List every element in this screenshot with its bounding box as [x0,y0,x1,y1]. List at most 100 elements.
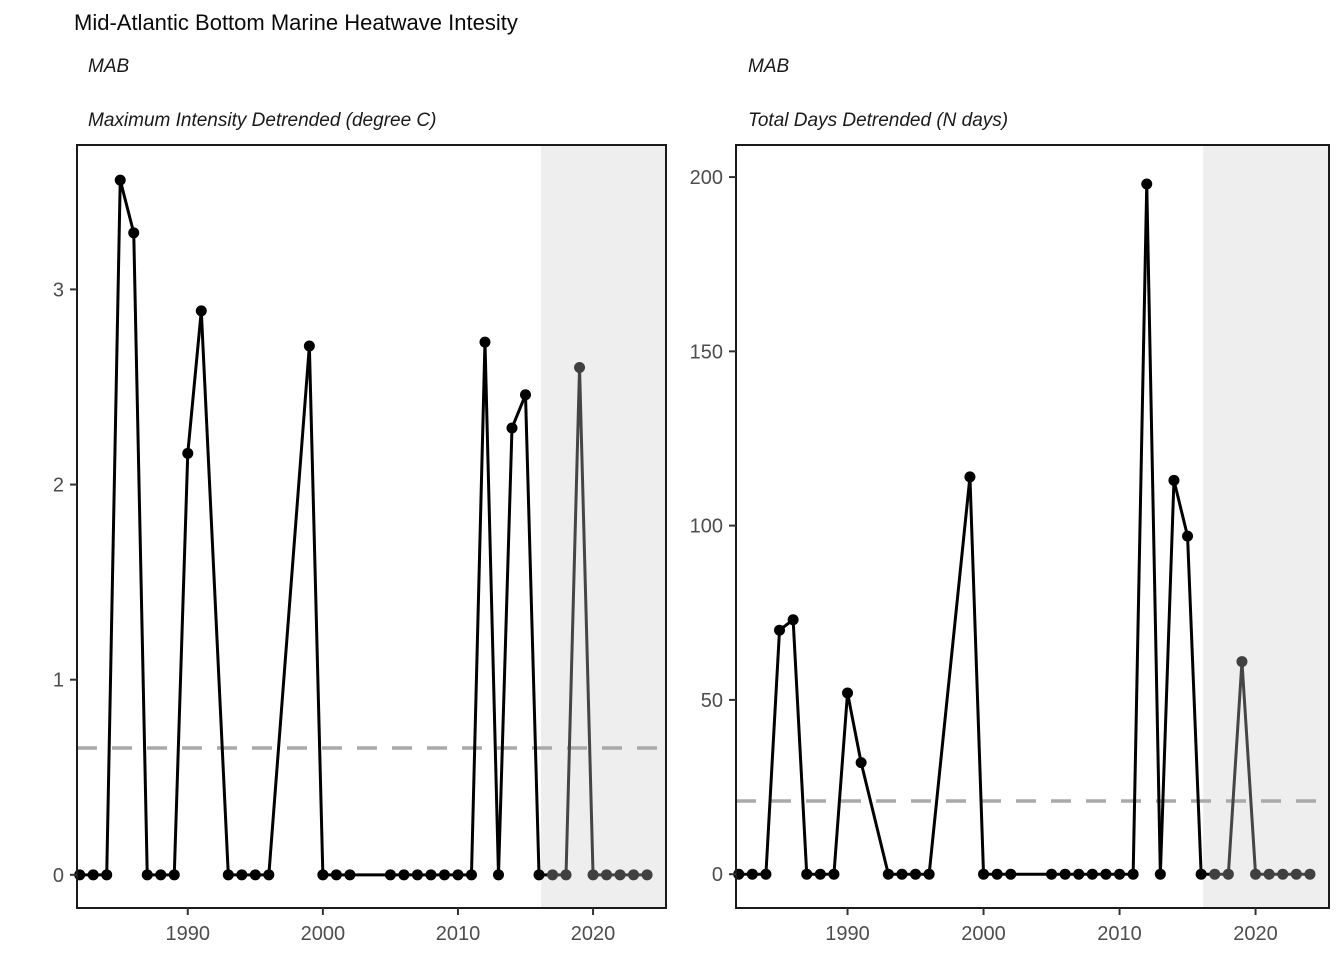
series-segment [469,340,487,877]
data-point [1168,474,1180,486]
series-segment [1145,182,1162,876]
data-point [1005,868,1017,880]
series-segment [132,231,149,877]
data-point [1263,868,1275,880]
series-segment [524,393,541,877]
data-point [1141,178,1153,190]
series-segment [832,691,850,876]
data-point [1209,868,1221,880]
data-point [628,869,640,881]
recent-period-shading [541,145,666,908]
data-point [574,361,586,373]
left-chart: 1990 2000 2010 2020 0 1 2 3 [53,144,667,945]
y-axis-tick-label: 150 [690,341,723,363]
series-segment [1240,660,1258,876]
series-segment [968,475,986,876]
series-segment [1131,182,1149,876]
series-segment [186,309,203,455]
data-point [910,868,922,880]
series-segment [483,340,500,877]
series-segment [496,426,514,877]
panel-border [76,144,667,909]
data-point [1073,868,1085,880]
data-point [964,471,976,483]
data-point [330,869,342,881]
data-point [1100,868,1112,880]
series-segment [564,365,582,877]
y-axis-tick-label: 0 [53,865,64,887]
series-segment [105,178,122,877]
series-segment [927,475,972,876]
data-point [882,868,894,880]
facet-label-right: MAB [748,56,790,77]
data-point [263,869,275,881]
series-segment [764,628,782,876]
data-point [560,869,572,881]
data-point [855,757,867,769]
data-point [411,869,423,881]
y-axis-tick-label: 1 [53,670,64,692]
data-point [1182,530,1194,542]
x-axis-tick-label: 2020 [571,923,616,945]
facet-label-left: MAB [88,56,130,77]
data-point [614,869,626,881]
series-segment [846,691,863,765]
data-point [425,869,437,881]
data-point [317,869,329,881]
axis-title-right: Total Days Detrended (N days) [748,110,1009,131]
data-point [923,868,935,880]
data-point [492,869,504,881]
x-axis-tick-label: 1990 [825,923,870,945]
data-point [141,869,153,881]
data-point [842,687,854,699]
series-segment [510,393,528,430]
x-axis-tick-label: 2000 [961,923,1006,945]
data-point [978,868,990,880]
data-point [1127,868,1139,880]
data-point [1086,868,1098,880]
data-point [520,389,532,401]
data-point [479,336,491,348]
y-axis-tick-label: 50 [701,690,723,712]
data-point [182,447,194,459]
data-point [1236,656,1248,668]
data-point [828,868,840,880]
data-point [587,869,599,881]
data-point [195,305,207,317]
data-point [801,868,813,880]
data-point [760,868,772,880]
data-point [1290,868,1302,880]
data-point [1154,868,1166,880]
data-point [1114,868,1126,880]
data-point [533,869,545,881]
data-point [506,422,518,434]
series-segment [118,178,136,235]
data-point [991,868,1003,880]
data-point [222,869,234,881]
data-point [746,868,758,880]
data-point [438,869,450,881]
data-point [601,869,613,881]
data-point [452,869,464,881]
right-chart: 1990 2000 2010 2020 0 50 100 150 200 [690,144,1330,945]
x-axis-tick-label: 2000 [301,923,346,945]
data-point [384,869,396,881]
series-segment [791,618,809,876]
data-point [641,869,653,881]
data-point [787,614,799,626]
data-point [896,868,908,880]
y-axis-tick-label: 2 [53,475,64,497]
data-point [774,624,786,636]
data-point [168,869,180,881]
data-point [1222,868,1234,880]
data-point [1304,868,1316,880]
data-point [1195,868,1207,880]
x-axis-tick-label: 2020 [1233,923,1278,945]
y-axis-tick-label: 100 [690,516,723,538]
data-point [101,869,113,881]
y-axis-tick-label: 200 [690,167,723,189]
series-segment [1172,478,1190,538]
y-axis-tick-label: 3 [53,279,64,301]
data-point [303,340,315,352]
data-point [236,869,248,881]
